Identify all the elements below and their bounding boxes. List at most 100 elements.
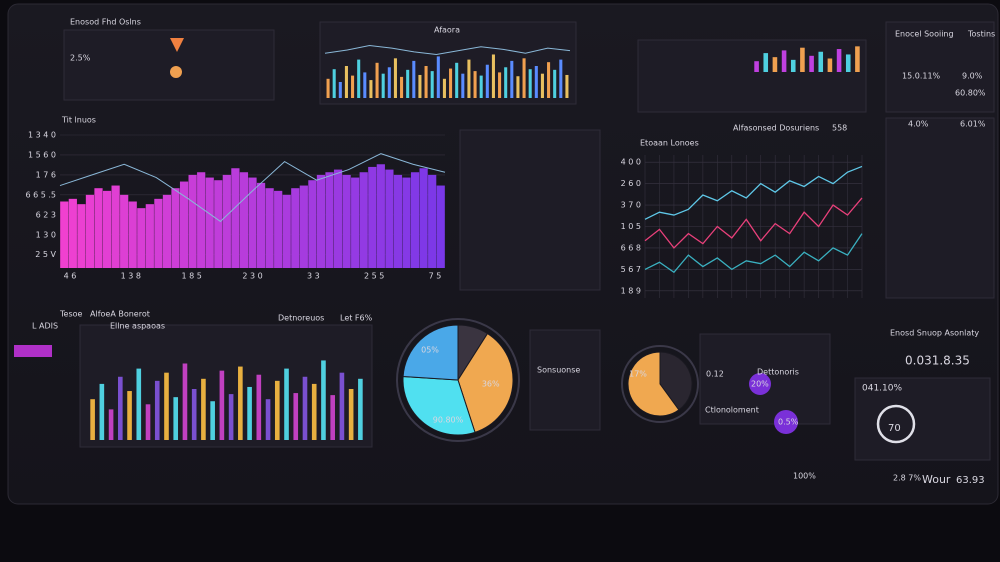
bar: [436, 185, 445, 268]
x-tick-label: 4 6: [64, 272, 77, 281]
bar: [191, 389, 197, 440]
bar: [498, 72, 502, 98]
bar: [369, 80, 373, 98]
bar: [120, 194, 129, 268]
chart-title: Tit lnuos: [61, 116, 96, 125]
bar: [325, 172, 334, 268]
label: 63.93: [956, 475, 985, 486]
bar: [162, 194, 172, 268]
bar: [137, 208, 146, 268]
bar: [402, 177, 411, 268]
label: 2.5%: [70, 54, 91, 63]
bar: [274, 380, 280, 440]
x-tick-label: 3 3: [307, 272, 320, 281]
panel: [885, 21, 995, 113]
bar: [528, 69, 532, 98]
bar: [238, 366, 243, 440]
bar: [565, 74, 569, 98]
trend-line: [59, 153, 446, 223]
bar: [418, 74, 422, 98]
label: Enocel Sooiing: [895, 30, 954, 39]
bar: [424, 66, 428, 98]
y-tick-label: 6 6 5 .5: [25, 190, 56, 199]
label: 0.031.8.35: [905, 354, 970, 368]
label: Tostins: [967, 30, 995, 39]
bar: [188, 174, 197, 268]
panel: [79, 324, 373, 448]
bar: [333, 169, 343, 268]
label: 20%: [751, 380, 769, 389]
bar: [559, 59, 563, 98]
bar: [449, 68, 453, 98]
trend-line: [324, 45, 571, 55]
bar: [111, 185, 120, 268]
bar: [311, 383, 317, 440]
bar: [522, 58, 526, 98]
y-tick-label: 2 5 V: [35, 250, 56, 259]
x-tick-label: 2 5 5: [364, 272, 384, 281]
x-tick-label: 2 3 0: [242, 272, 262, 281]
pie-slice: [457, 332, 514, 433]
y-tick-label: 1 3 0: [36, 230, 56, 239]
y-tick-label: 6 2 3: [36, 210, 56, 219]
label: 0.5%: [778, 418, 799, 427]
bar: [145, 204, 154, 268]
bar: [222, 174, 231, 268]
label: 70: [888, 423, 901, 434]
bar: [127, 391, 132, 440]
label: 041.10%: [862, 384, 902, 394]
bar: [428, 174, 437, 268]
label: Dettonoris: [757, 368, 799, 377]
bar: [845, 54, 851, 72]
x-tick-label: 1 3 8: [121, 272, 141, 281]
bar: [836, 49, 842, 72]
bar: [265, 399, 271, 440]
bar: [781, 50, 787, 72]
y-tick-label: 1 3 4 0: [28, 131, 56, 140]
bar: [461, 73, 465, 98]
bar: [60, 201, 69, 268]
bar: [387, 67, 391, 98]
bar: [368, 166, 377, 268]
bar: [302, 376, 308, 440]
label: Enosd Snuop Asonlaty: [890, 329, 979, 338]
bar: [790, 59, 796, 72]
bar: [231, 168, 240, 268]
panel: [529, 329, 601, 431]
bar: [214, 180, 223, 268]
label: 60.80%: [955, 89, 986, 98]
label: 100%: [793, 472, 816, 481]
label: Sonsuonse: [537, 366, 580, 375]
slice-label: 36%: [482, 380, 500, 389]
pie-ring: [621, 345, 699, 423]
bar: [136, 368, 142, 440]
bar: [436, 56, 440, 98]
x-tick-label: 1 8 5: [181, 272, 201, 281]
bar: [256, 374, 262, 440]
bar: [800, 47, 805, 72]
bar: [145, 404, 151, 440]
bar: [293, 393, 299, 440]
series-line: [644, 165, 863, 220]
bar: [363, 72, 367, 98]
bar: [410, 172, 420, 268]
icon: [170, 38, 184, 52]
bar: [77, 204, 86, 268]
bar: [108, 409, 114, 440]
bar: [348, 389, 354, 440]
bar: [284, 368, 289, 440]
bar: [179, 181, 189, 268]
bar: [247, 386, 252, 440]
bar: [326, 78, 330, 98]
bar: [412, 60, 416, 98]
bar: [351, 75, 355, 98]
gauge-ring: [876, 404, 916, 444]
bar: [338, 82, 342, 98]
bar: [282, 194, 291, 268]
bar: [359, 172, 368, 268]
bar: [239, 172, 249, 268]
label: Wour: [922, 473, 951, 486]
panel: [319, 21, 577, 105]
chart-title: Etoaan Lonoes: [640, 139, 699, 148]
